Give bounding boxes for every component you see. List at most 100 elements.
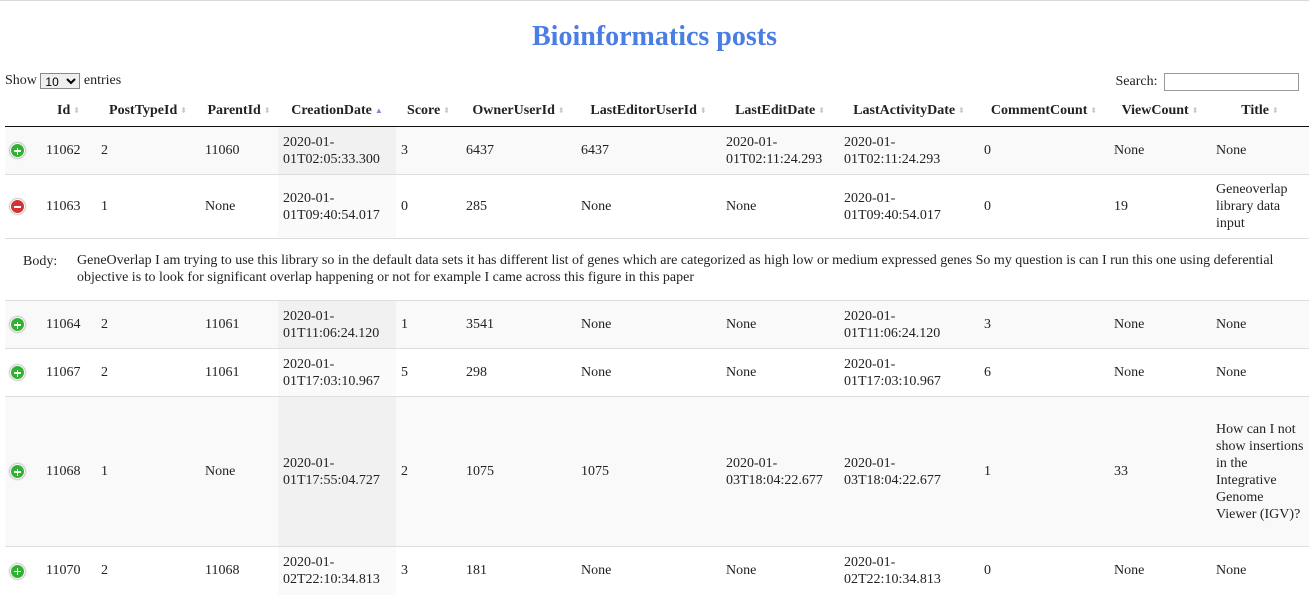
sort-both-icon: ⬍ bbox=[818, 106, 825, 116]
cell-lastactivitydate: 2020-01-01T02:11:24.293 bbox=[839, 126, 979, 175]
column-header-posttypeid[interactable]: PostTypeId ⬍ bbox=[96, 95, 200, 127]
cell-parentid: None bbox=[200, 174, 278, 239]
cell-title: None bbox=[1211, 300, 1309, 349]
column-header-label: LastActivityDate bbox=[853, 102, 956, 118]
cell-lasteditdate: 2020-01-03T18:04:22.677 bbox=[721, 396, 839, 547]
cell-title: None bbox=[1211, 546, 1309, 595]
sort-both-icon: ⬍ bbox=[557, 106, 565, 116]
cell-commentcount: 3 bbox=[979, 300, 1109, 349]
cell-lasteditdate: None bbox=[721, 300, 839, 349]
cell-lasteditdate: None bbox=[721, 546, 839, 595]
cell-viewcount: None bbox=[1109, 348, 1211, 397]
column-header-label: ViewCount bbox=[1121, 102, 1189, 118]
cell-viewcount: None bbox=[1109, 126, 1211, 175]
column-header-label: PostTypeId bbox=[109, 102, 178, 118]
child-row-cell: Body: GeneOverlap I am trying to use this… bbox=[5, 238, 1309, 301]
column-header-label: LastEditorUserId bbox=[590, 102, 697, 118]
sort-both-icon: ⬍ bbox=[699, 106, 707, 116]
expand-row-icon[interactable] bbox=[10, 143, 25, 159]
column-header-label: LastEditDate bbox=[735, 102, 816, 118]
cell-posttypeid: 1 bbox=[96, 174, 200, 239]
expand-row-icon[interactable] bbox=[10, 464, 25, 480]
sort-both-icon: ⬍ bbox=[263, 106, 271, 116]
cell-viewcount: None bbox=[1109, 300, 1211, 349]
cell-lasteditdate: None bbox=[721, 348, 839, 397]
cell-commentcount: 0 bbox=[979, 546, 1109, 595]
cell-parentid: None bbox=[200, 396, 278, 547]
table-row: 11064 2 11061 2020-01-01T11:06:24.120 1 3541 N… bbox=[5, 300, 1309, 349]
length-prefix-label: Show bbox=[5, 73, 37, 89]
row-control-cell[interactable] bbox=[5, 396, 41, 547]
sort-both-icon: ⬍ bbox=[958, 106, 965, 116]
child-row: Body: GeneOverlap I am trying to use this… bbox=[5, 238, 1309, 301]
header-row: Id ⬍ PostTypeId ⬍ ParentId ⬍ CreationDate ▲ … bbox=[5, 95, 1309, 127]
sort-ascending-icon: ▲ bbox=[374, 105, 383, 115]
cell-posttypeid: 2 bbox=[96, 300, 200, 349]
cell-creationdate: 2020-01-01T17:03:10.967 bbox=[278, 348, 396, 397]
cell-commentcount: 0 bbox=[979, 174, 1109, 239]
top-border bbox=[0, 0, 1309, 1]
cell-score: 3 bbox=[396, 126, 461, 175]
cell-lasteditoruserid: 6437 bbox=[576, 126, 721, 175]
cell-lastactivitydate: 2020-01-01T17:03:10.967 bbox=[839, 348, 979, 397]
cell-lastactivitydate: 2020-01-03T18:04:22.677 bbox=[839, 396, 979, 547]
cell-title: How can I not show insertions in the Int… bbox=[1211, 396, 1309, 547]
cell-owneruserid: 181 bbox=[461, 546, 576, 595]
cell-lasteditdate: 2020-01-01T02:11:24.293 bbox=[721, 126, 839, 175]
cell-commentcount: 0 bbox=[979, 126, 1109, 175]
column-header-score[interactable]: Score ⬍ bbox=[396, 95, 461, 127]
cell-id: 11068 bbox=[41, 396, 96, 547]
cell-posttypeid: 1 bbox=[96, 396, 200, 547]
cell-creationdate: 2020-01-01T09:40:54.017 bbox=[278, 174, 396, 239]
column-header-label: CreationDate bbox=[291, 102, 372, 118]
column-header-title[interactable]: Title ⬍ bbox=[1211, 95, 1309, 127]
cell-parentid: 11068 bbox=[200, 546, 278, 595]
cell-lasteditoruserid: None bbox=[576, 174, 721, 239]
collapse-row-icon[interactable] bbox=[10, 199, 25, 215]
search-input[interactable] bbox=[1164, 73, 1299, 91]
cell-owneruserid: 285 bbox=[461, 174, 576, 239]
column-header-owneruserid[interactable]: OwnerUserId ⬍ bbox=[461, 95, 576, 127]
sort-both-icon: ⬍ bbox=[1191, 106, 1199, 116]
column-header-lastactivitydate[interactable]: LastActivityDate ⬍ bbox=[839, 95, 979, 127]
row-control-cell[interactable] bbox=[5, 174, 41, 239]
expand-row-icon[interactable] bbox=[10, 365, 25, 381]
column-header-viewcount[interactable]: ViewCount ⬍ bbox=[1109, 95, 1211, 127]
sort-both-icon: ⬍ bbox=[180, 106, 187, 116]
column-header-commentcount[interactable]: CommentCount ⬍ bbox=[979, 95, 1109, 127]
cell-id: 11063 bbox=[41, 174, 96, 239]
column-header-id[interactable]: Id ⬍ bbox=[41, 95, 96, 127]
body-text: GeneOverlap I am trying to use this libr… bbox=[77, 252, 1309, 286]
body-text-line: objective is to look for significant ove… bbox=[77, 270, 694, 285]
body-label: Body: bbox=[23, 254, 58, 269]
table-row: 11062 2 11060 2020-01-01T02:05:33.300 3 6437 6… bbox=[5, 126, 1309, 175]
row-control-cell[interactable] bbox=[5, 546, 41, 595]
sort-both-icon: ⬍ bbox=[1272, 106, 1279, 116]
column-header-lasteditdate[interactable]: LastEditDate ⬍ bbox=[721, 95, 839, 127]
search-filter: Search: bbox=[1116, 73, 1299, 91]
cell-title: None bbox=[1211, 126, 1309, 175]
row-control-cell[interactable] bbox=[5, 126, 41, 175]
column-header-label: Title bbox=[1241, 102, 1270, 118]
cell-parentid: 11061 bbox=[200, 348, 278, 397]
cell-owneruserid: 1075 bbox=[461, 396, 576, 547]
row-control-cell[interactable] bbox=[5, 300, 41, 349]
column-header-parentid[interactable]: ParentId ⬍ bbox=[200, 95, 278, 127]
entries-per-page-select[interactable]: 10 bbox=[40, 73, 81, 89]
column-header-lasteditoruserid[interactable]: LastEditorUserId ⬍ bbox=[576, 95, 721, 127]
page-title: Bioinformatics posts bbox=[532, 21, 777, 52]
cell-posttypeid: 2 bbox=[96, 126, 200, 175]
cell-score: 0 bbox=[396, 174, 461, 239]
cell-title: Geneoverlap library data input bbox=[1211, 174, 1309, 239]
cell-creationdate: 2020-01-02T22:10:34.813 bbox=[278, 546, 396, 595]
expand-row-icon[interactable] bbox=[10, 563, 25, 579]
search-label: Search: bbox=[1115, 74, 1158, 90]
cell-score: 2 bbox=[396, 396, 461, 547]
table-row: 11067 2 11061 2020-01-01T17:03:10.967 5 298 No… bbox=[5, 348, 1309, 397]
table-body: 11062 2 11060 2020-01-01T02:05:33.300 3 6437 6… bbox=[5, 126, 1309, 595]
expand-row-icon[interactable] bbox=[10, 317, 25, 333]
cell-creationdate: 2020-01-01T11:06:24.120 bbox=[278, 300, 396, 349]
cell-creationdate: 2020-01-01T17:55:04.727 bbox=[278, 396, 396, 547]
column-header-creationdate[interactable]: CreationDate ▲ bbox=[278, 95, 396, 127]
row-control-cell[interactable] bbox=[5, 348, 41, 397]
